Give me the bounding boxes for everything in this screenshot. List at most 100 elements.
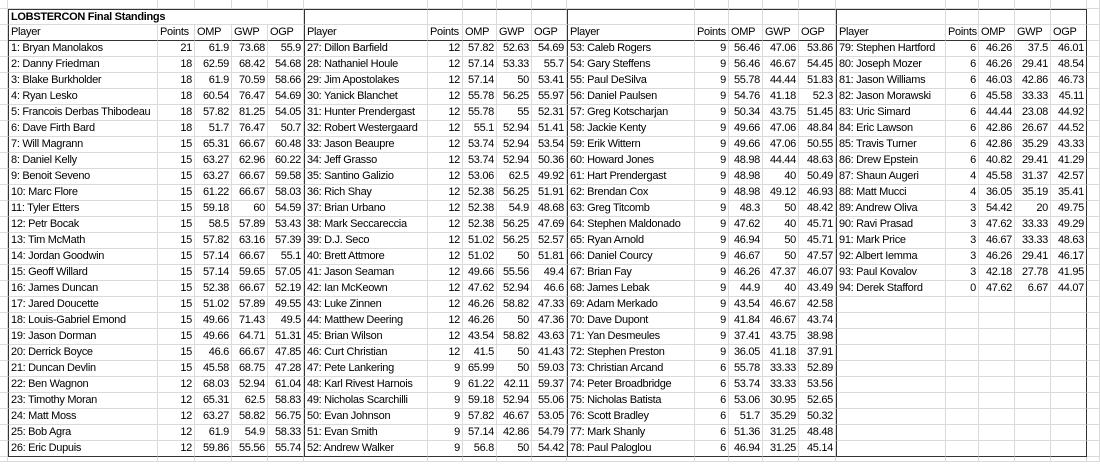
cell-points[interactable]: 15 bbox=[158, 329, 195, 345]
cell-gwp[interactable]: 64.71 bbox=[232, 329, 268, 345]
cell-ogp[interactable]: 47.28 bbox=[268, 361, 304, 377]
empty-cell[interactable] bbox=[0, 89, 8, 105]
empty-cell[interactable] bbox=[946, 297, 979, 313]
cell-player[interactable]: 17: Jared Doucette bbox=[8, 297, 158, 313]
cell-ogp[interactable]: 47.33 bbox=[532, 297, 567, 313]
cell-gwp[interactable]: 35.19 bbox=[1015, 185, 1051, 201]
cell-ogp[interactable]: 50.32 bbox=[799, 409, 836, 425]
cell-player[interactable]: 88: Matt Mucci bbox=[836, 185, 946, 201]
empty-cell[interactable] bbox=[0, 201, 8, 217]
cell-gwp[interactable]: 52.63 bbox=[497, 41, 532, 57]
cell-gwp[interactable]: 33.33 bbox=[763, 377, 799, 393]
cell-gwp[interactable]: 71.43 bbox=[232, 313, 268, 329]
cell-ogp[interactable]: 59.37 bbox=[532, 377, 567, 393]
cell-player[interactable]: 44: Matthew Deering bbox=[304, 313, 428, 329]
empty-cell[interactable] bbox=[763, 0, 799, 9]
cell-player[interactable]: 90: Ravi Prasad bbox=[836, 217, 946, 233]
cell-player[interactable]: 29: Jim Apostolakes bbox=[304, 73, 428, 89]
cell-ogp[interactable]: 50.36 bbox=[532, 153, 567, 169]
cell-points[interactable]: 12 bbox=[428, 41, 463, 57]
cell-player[interactable]: 53: Caleb Rogers bbox=[567, 41, 695, 57]
empty-cell[interactable] bbox=[1087, 9, 1100, 25]
cell-ogp[interactable]: 49.4 bbox=[532, 265, 567, 281]
cell-ogp[interactable]: 54.42 bbox=[532, 441, 567, 457]
cell-omp[interactable]: 57.82 bbox=[463, 41, 497, 57]
empty-cell[interactable] bbox=[1087, 297, 1100, 313]
column-header-points[interactable]: Points bbox=[946, 25, 979, 41]
column-header-player[interactable]: Player bbox=[567, 25, 695, 41]
cell-gwp[interactable]: 55.56 bbox=[497, 265, 532, 281]
cell-ogp[interactable]: 48.63 bbox=[1051, 233, 1087, 249]
empty-cell[interactable] bbox=[0, 441, 8, 457]
cell-ogp[interactable]: 48.54 bbox=[1051, 57, 1087, 73]
empty-cell[interactable] bbox=[979, 0, 1015, 9]
cell-gwp[interactable]: 20 bbox=[1015, 201, 1051, 217]
cell-points[interactable]: 9 bbox=[428, 441, 463, 457]
cell-player[interactable]: 55: Paul DeSilva bbox=[567, 73, 695, 89]
empty-cell[interactable] bbox=[1087, 345, 1100, 361]
cell-points[interactable]: 15 bbox=[158, 313, 195, 329]
cell-points[interactable]: 6 bbox=[946, 89, 979, 105]
cell-player[interactable]: 46: Curt Christian bbox=[304, 345, 428, 361]
cell-gwp[interactable]: 66.67 bbox=[232, 345, 268, 361]
cell-player[interactable]: 13: Tim McMath bbox=[8, 233, 158, 249]
cell-points[interactable]: 9 bbox=[428, 377, 463, 393]
empty-cell[interactable] bbox=[0, 457, 8, 462]
empty-cell[interactable] bbox=[268, 457, 304, 462]
cell-omp[interactable]: 46.94 bbox=[729, 233, 763, 249]
empty-cell[interactable] bbox=[232, 0, 268, 9]
cell-gwp[interactable]: 33.33 bbox=[763, 361, 799, 377]
empty-cell[interactable] bbox=[946, 345, 979, 361]
empty-cell[interactable] bbox=[428, 0, 463, 9]
cell-player[interactable]: 19: Jason Dorman bbox=[8, 329, 158, 345]
cell-ogp[interactable]: 41.95 bbox=[1051, 265, 1087, 281]
cell-player[interactable]: 9: Benoit Seveno bbox=[8, 169, 158, 185]
cell-player[interactable]: 4: Ryan Lesko bbox=[8, 89, 158, 105]
cell-player[interactable]: 20: Derrick Boyce bbox=[8, 345, 158, 361]
column-header-points[interactable]: Points bbox=[695, 25, 729, 41]
empty-cell[interactable] bbox=[946, 377, 979, 393]
empty-cell[interactable] bbox=[946, 393, 979, 409]
cell-ogp[interactable]: 49.75 bbox=[1051, 201, 1087, 217]
cell-omp[interactable]: 63.27 bbox=[195, 409, 232, 425]
cell-points[interactable]: 12 bbox=[428, 105, 463, 121]
empty-cell[interactable] bbox=[1087, 57, 1100, 73]
cell-points[interactable]: 15 bbox=[158, 297, 195, 313]
column-header-ogp[interactable]: OGP bbox=[268, 25, 304, 41]
empty-cell[interactable] bbox=[0, 329, 8, 345]
empty-cell[interactable] bbox=[1015, 441, 1051, 457]
empty-cell[interactable] bbox=[1087, 89, 1100, 105]
cell-points[interactable]: 9 bbox=[695, 121, 729, 137]
empty-cell[interactable] bbox=[0, 0, 8, 9]
cell-gwp[interactable]: 43.75 bbox=[763, 105, 799, 121]
cell-gwp[interactable]: 31.25 bbox=[763, 441, 799, 457]
column-header-ogp[interactable]: OGP bbox=[799, 25, 836, 41]
cell-points[interactable]: 9 bbox=[695, 345, 729, 361]
cell-omp[interactable]: 65.31 bbox=[195, 393, 232, 409]
cell-player[interactable]: 8: Daniel Kelly bbox=[8, 153, 158, 169]
cell-player[interactable]: 22: Ben Wagnon bbox=[8, 377, 158, 393]
cell-points[interactable]: 9 bbox=[695, 313, 729, 329]
empty-cell[interactable] bbox=[1051, 9, 1087, 25]
empty-cell[interactable] bbox=[979, 329, 1015, 345]
empty-cell[interactable] bbox=[1051, 377, 1087, 393]
cell-player[interactable]: 61: Hart Prendergast bbox=[567, 169, 695, 185]
cell-player[interactable]: 72: Stephen Preston bbox=[567, 345, 695, 361]
cell-gwp[interactable]: 52.94 bbox=[232, 377, 268, 393]
cell-ogp[interactable]: 57.39 bbox=[268, 233, 304, 249]
column-header-ogp[interactable]: OGP bbox=[1051, 25, 1087, 41]
cell-points[interactable]: 12 bbox=[158, 425, 195, 441]
cell-gwp[interactable]: 50 bbox=[497, 249, 532, 265]
empty-cell[interactable] bbox=[1087, 329, 1100, 345]
cell-omp[interactable]: 49.66 bbox=[729, 121, 763, 137]
empty-cell[interactable] bbox=[567, 0, 695, 9]
cell-omp[interactable]: 52.38 bbox=[463, 201, 497, 217]
column-header-player[interactable]: Player bbox=[8, 25, 158, 41]
cell-omp[interactable]: 42.86 bbox=[979, 121, 1015, 137]
cell-points[interactable]: 12 bbox=[158, 441, 195, 457]
cell-player[interactable]: 83: Uric Simard bbox=[836, 105, 946, 121]
cell-player[interactable]: 36: Rich Shay bbox=[304, 185, 428, 201]
cell-gwp[interactable]: 55 bbox=[497, 105, 532, 121]
cell-ogp[interactable]: 43.74 bbox=[799, 313, 836, 329]
empty-cell[interactable] bbox=[979, 441, 1015, 457]
